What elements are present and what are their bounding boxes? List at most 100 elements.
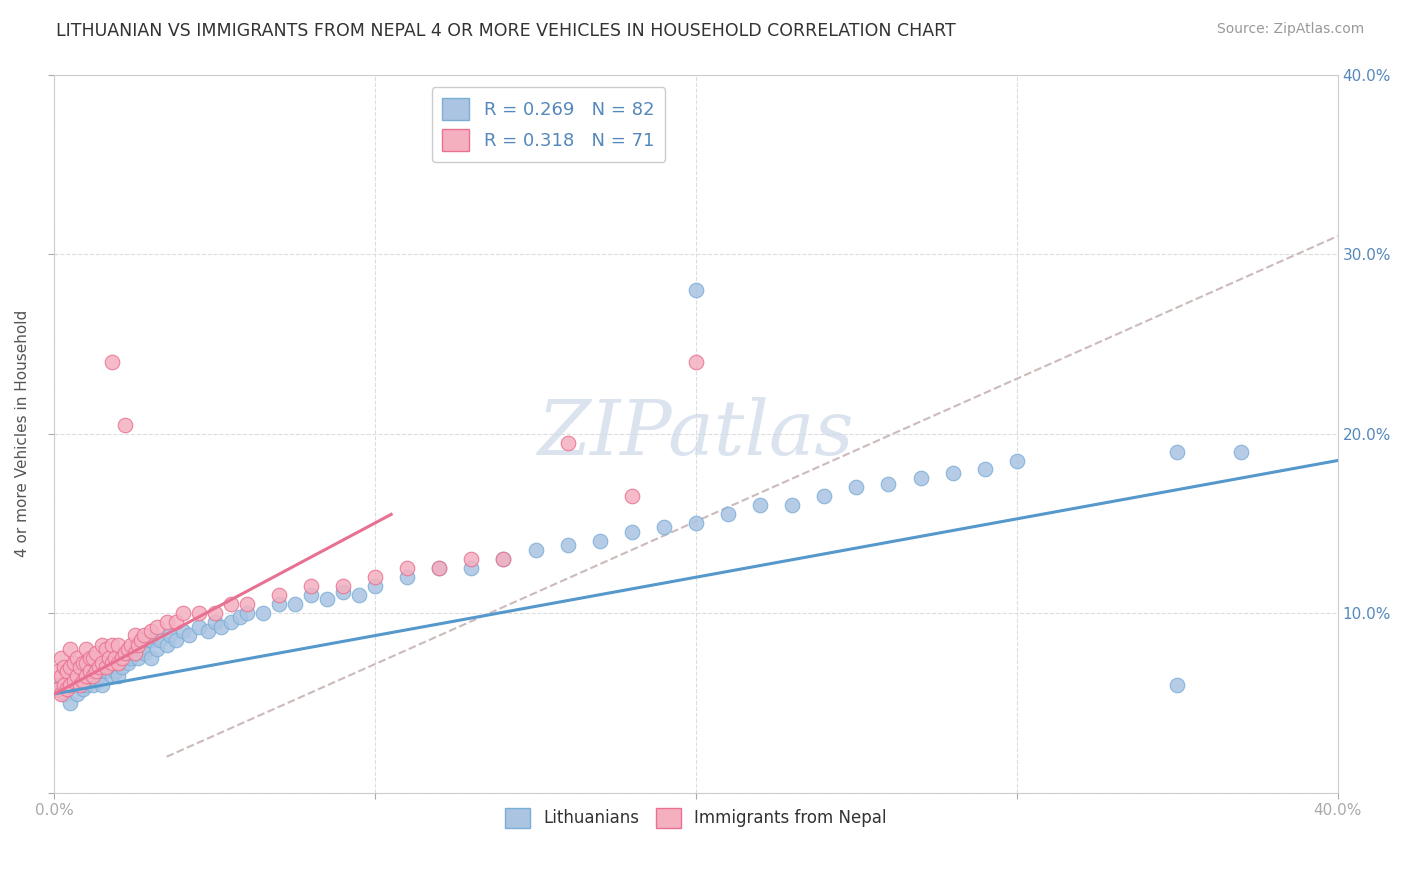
Point <box>59 678 82 692</box>
Point <box>557 435 579 450</box>
Point <box>111 660 134 674</box>
Point <box>1166 444 1188 458</box>
Point <box>134 628 156 642</box>
Point <box>75 657 97 671</box>
Point <box>52 678 75 692</box>
Point <box>127 639 149 653</box>
Point <box>56 681 79 696</box>
Point <box>139 633 162 648</box>
Point <box>69 669 91 683</box>
Point <box>165 633 187 648</box>
Point <box>299 588 322 602</box>
Point <box>910 471 932 485</box>
Point <box>82 669 104 683</box>
Point <box>129 633 152 648</box>
Point <box>75 669 97 683</box>
Point <box>284 597 307 611</box>
Point <box>219 615 242 629</box>
Point <box>134 646 156 660</box>
Point <box>427 561 450 575</box>
Point <box>589 534 612 549</box>
Point <box>66 687 89 701</box>
Point <box>101 355 124 369</box>
Text: ZIPatlas: ZIPatlas <box>537 397 855 471</box>
Point <box>52 660 75 674</box>
Point <box>124 646 146 660</box>
Point <box>84 664 107 678</box>
Point <box>557 538 579 552</box>
Point <box>197 624 219 638</box>
Point <box>107 669 129 683</box>
Point <box>460 552 482 566</box>
Point <box>749 499 772 513</box>
Point <box>59 660 82 674</box>
Point <box>267 597 290 611</box>
Point <box>524 543 547 558</box>
Point <box>139 651 162 665</box>
Point <box>252 606 274 620</box>
Point <box>56 664 79 678</box>
Point <box>172 606 194 620</box>
Point <box>129 642 152 657</box>
Point <box>72 657 94 671</box>
Point <box>111 651 134 665</box>
Point <box>114 646 136 660</box>
Point <box>91 657 114 671</box>
Point <box>1230 444 1253 458</box>
Point <box>347 588 370 602</box>
Point <box>59 660 82 674</box>
Point <box>316 591 339 606</box>
Point <box>114 651 136 665</box>
Point <box>146 642 169 657</box>
Point <box>209 620 232 634</box>
Point <box>187 606 209 620</box>
Point <box>62 678 84 692</box>
Point <box>101 639 124 653</box>
Point <box>146 620 169 634</box>
Point <box>620 525 643 540</box>
Point <box>124 646 146 660</box>
Point <box>59 696 82 710</box>
Point <box>332 584 354 599</box>
Point <box>75 669 97 683</box>
Point <box>66 651 89 665</box>
Y-axis label: 4 or more Vehicles in Household: 4 or more Vehicles in Household <box>15 310 30 558</box>
Point <box>652 520 675 534</box>
Point <box>1005 453 1028 467</box>
Point <box>236 597 259 611</box>
Point <box>172 624 194 638</box>
Point <box>149 633 172 648</box>
Point <box>46 681 69 696</box>
Point <box>97 651 120 665</box>
Point <box>101 669 124 683</box>
Point <box>877 476 900 491</box>
Point <box>89 660 111 674</box>
Point <box>94 660 117 674</box>
Point <box>155 615 177 629</box>
Point <box>187 620 209 634</box>
Point <box>120 651 142 665</box>
Point <box>396 561 419 575</box>
Point <box>79 674 101 689</box>
Point <box>396 570 419 584</box>
Point <box>52 687 75 701</box>
Point <box>364 570 387 584</box>
Point <box>46 664 69 678</box>
Point <box>332 579 354 593</box>
Point <box>59 642 82 657</box>
Point <box>117 657 139 671</box>
Point <box>104 651 127 665</box>
Point <box>107 657 129 671</box>
Point <box>267 588 290 602</box>
Point <box>685 283 707 297</box>
Point <box>69 660 91 674</box>
Point <box>82 678 104 692</box>
Point <box>299 579 322 593</box>
Point <box>84 673 107 687</box>
Point <box>139 624 162 638</box>
Point <box>973 462 995 476</box>
Point <box>204 615 226 629</box>
Point <box>219 597 242 611</box>
Point <box>82 664 104 678</box>
Point <box>91 678 114 692</box>
